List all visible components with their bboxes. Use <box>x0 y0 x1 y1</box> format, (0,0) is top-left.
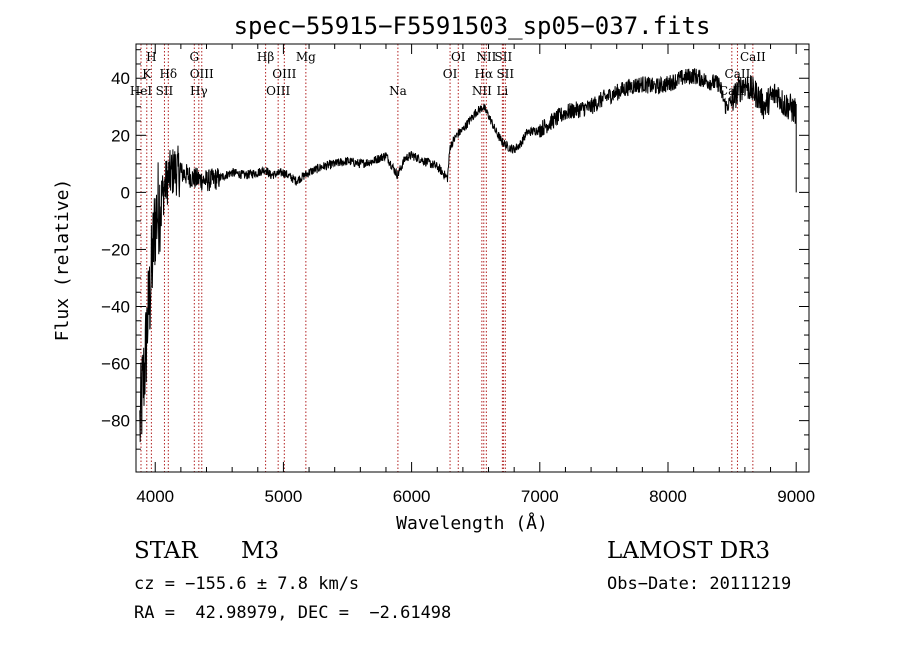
y-tick-label: −80 <box>101 412 130 431</box>
chart-title: spec−55915−F5591503_sp05−037.fits <box>234 12 711 40</box>
spectral-line-label: Mg <box>296 50 316 64</box>
redshift-velocity: cz = −155.6 ± 7.8 km/s <box>134 574 360 594</box>
spectral-line-label: SII <box>495 50 513 64</box>
spectral-line-label: NII <box>472 84 492 98</box>
spectral-line-label: Na <box>389 84 407 98</box>
y-tick-label: −40 <box>101 298 130 317</box>
spectral-line-label: Li <box>496 84 508 98</box>
sky-coordinates: RA = 42.98979, DEC = −2.61498 <box>134 603 452 623</box>
spectral-line-label: Hδ <box>159 67 177 81</box>
spectrum-line <box>139 68 797 443</box>
y-tick-label: 40 <box>111 69 130 88</box>
x-tick-label: 9000 <box>777 487 815 506</box>
x-axis: 4000 5000 6000 7000 8000 9000 <box>136 44 815 506</box>
spectral-line-label: OI <box>443 67 458 81</box>
spectral-line-label: SII <box>156 84 174 98</box>
spectral-line-label: SII <box>496 67 514 81</box>
spectral-line-label: OIII <box>272 67 296 81</box>
y-axis-label: Flux (relative) <box>52 179 73 342</box>
spectral-line-label: Hβ <box>257 50 274 64</box>
x-tick-label: 5000 <box>265 487 303 506</box>
x-axis-label: Wavelength (Å) <box>396 512 548 534</box>
spectral-line-label: Hα <box>474 67 493 81</box>
object-subclass: M3 <box>241 538 280 564</box>
x-tick-label: 7000 <box>521 487 559 506</box>
survey-name: LAMOST DR3 <box>607 538 771 564</box>
spectral-line-label: OIII <box>190 67 214 81</box>
spectral-line-label: NII <box>476 50 496 64</box>
plot-frame <box>135 43 810 473</box>
spectral-lines <box>140 44 754 472</box>
spectral-line-label: Hγ <box>190 84 208 98</box>
observation-date: Obs−Date: 20111219 <box>607 574 792 594</box>
y-tick-label: −20 <box>101 240 130 259</box>
spectral-line-label: HeI <box>130 84 153 98</box>
y-tick-label: −60 <box>101 355 130 374</box>
spectral-line-label: H <box>146 50 156 64</box>
x-tick-label: 6000 <box>393 487 431 506</box>
y-tick-label: 0 <box>121 183 130 202</box>
spectral-line-label: OI <box>451 50 466 64</box>
spectral-line-label: CaII <box>725 67 751 81</box>
x-tick-label: 4000 <box>136 487 174 506</box>
object-class: STAR <box>134 538 198 564</box>
spectral-line-label: OIII <box>266 84 290 98</box>
spectral-line-label: CaII <box>740 50 766 64</box>
y-axis: −80 −60 −40 −20 0 20 40 <box>101 49 809 450</box>
x-tick-label: 8000 <box>649 487 687 506</box>
spectral-line-label: K <box>142 67 152 81</box>
y-tick-label: 20 <box>111 126 130 145</box>
spectral-line-label: G <box>190 50 200 64</box>
